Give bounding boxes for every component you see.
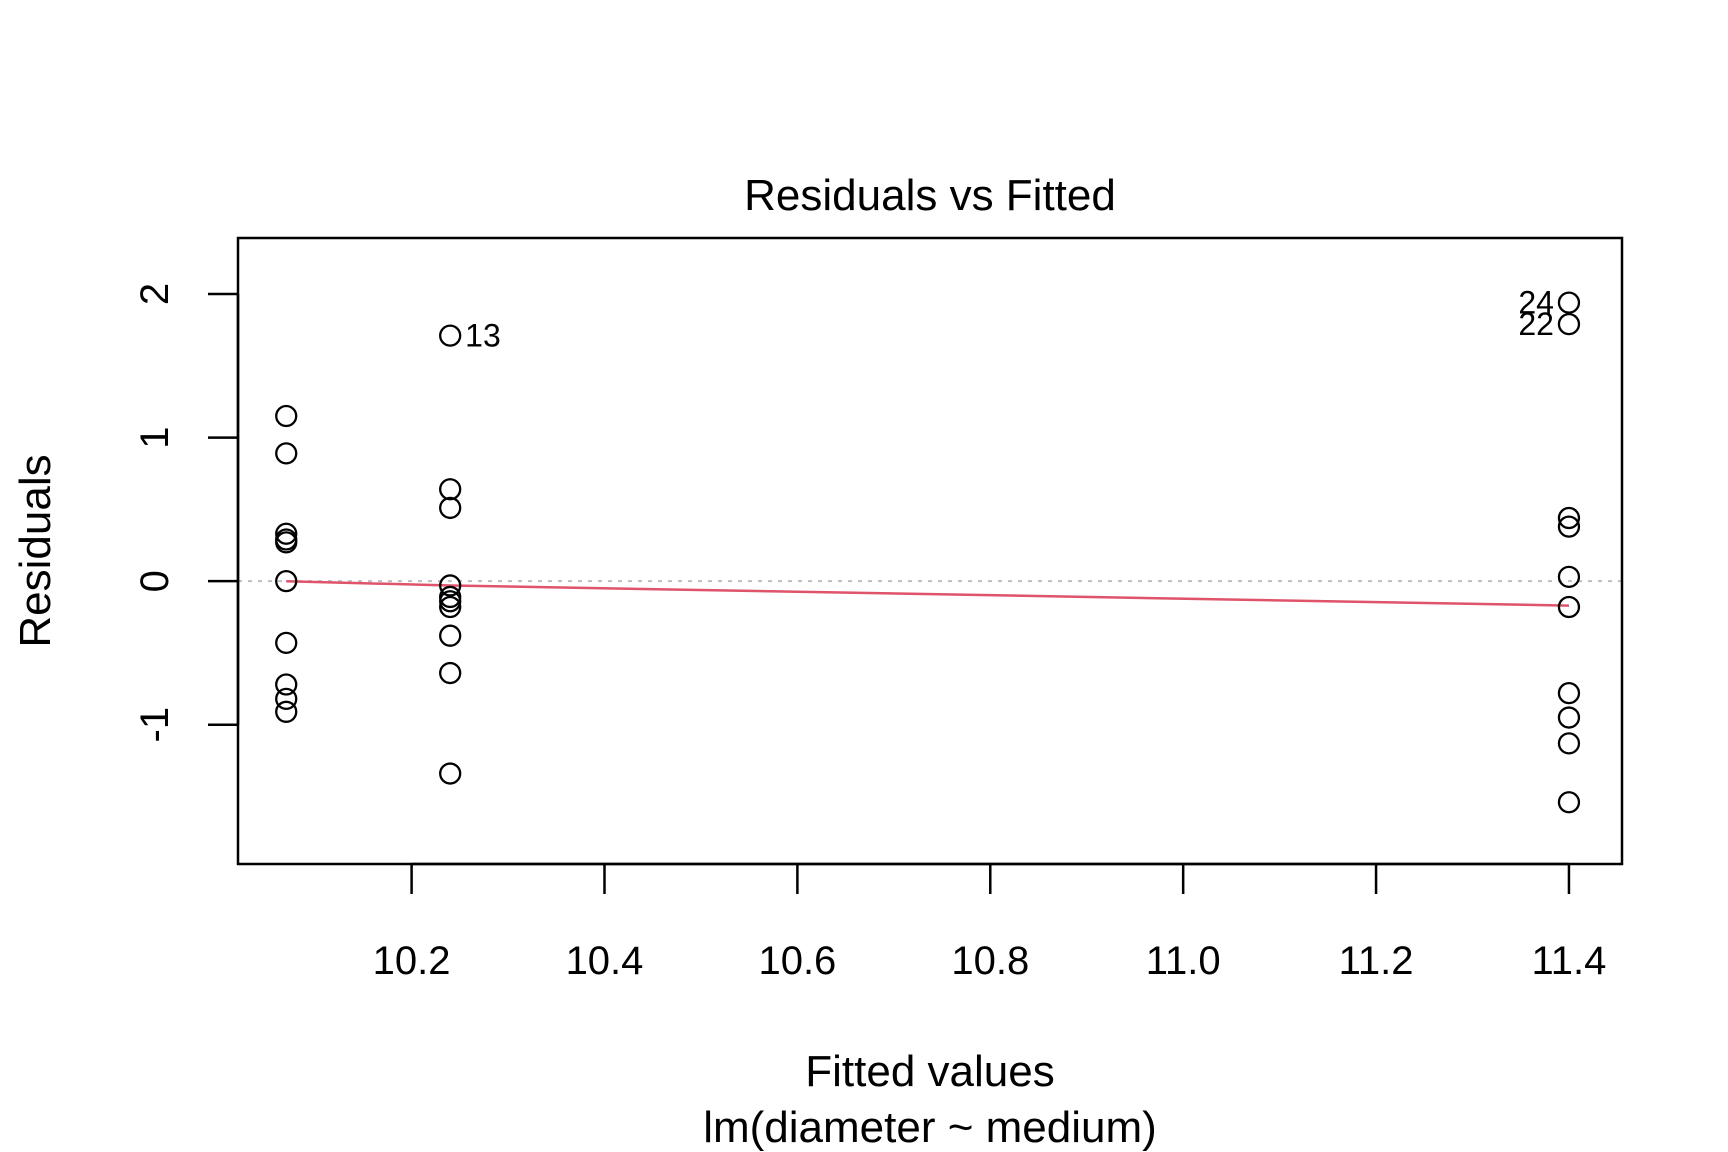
data-point [275, 687, 298, 711]
data-point [1557, 706, 1581, 729]
data-point [1557, 515, 1581, 538]
y-tick-label: 0 [133, 570, 177, 592]
data-point [1557, 791, 1581, 814]
x-tick-label: 10.8 [951, 939, 1029, 983]
data-point [275, 442, 298, 465]
data-point [439, 762, 462, 785]
x-tick-label: 10.6 [758, 939, 836, 983]
data-point [439, 574, 462, 597]
data-point [439, 496, 462, 520]
y-axis-label: Residuals [11, 454, 60, 647]
data-point [439, 478, 462, 501]
x-tick-label: 10.4 [566, 939, 644, 983]
point-label: 22 [1518, 306, 1554, 342]
data-point [275, 570, 298, 593]
data-point [1557, 312, 1581, 336]
data-point [439, 624, 462, 647]
x-tick-label: 11.4 [1532, 939, 1607, 983]
chart-title: Residuals vs Fitted [744, 171, 1116, 220]
point-label: 13 [465, 318, 501, 354]
data-point [1557, 732, 1581, 755]
chart-subtitle: lm(diameter ~ medium) [703, 1103, 1157, 1152]
x-tick-label: 10.2 [373, 939, 451, 983]
data-point [275, 404, 298, 428]
data-point [1557, 595, 1581, 619]
data-point [439, 595, 462, 619]
data-point [275, 700, 298, 723]
y-axis: -1 0 1 2 [133, 283, 240, 743]
x-axis-label: Fitted values [805, 1047, 1054, 1096]
data-point [1557, 565, 1581, 588]
data-point [439, 590, 462, 613]
y-tick-label: 1 [133, 426, 177, 448]
data-point [1557, 291, 1581, 314]
x-axis: 10.2 10.4 10.6 10.8 11.0 11.2 11.4 [373, 862, 1607, 983]
data-point [439, 661, 462, 685]
y-tick-label: 2 [133, 283, 177, 305]
data-point [275, 522, 298, 545]
x-tick-label: 11.2 [1339, 939, 1414, 983]
points-layer [275, 291, 1581, 814]
data-point [439, 324, 462, 347]
data-point [275, 673, 298, 696]
smooth-line-layer [286, 579, 1570, 607]
y-tick-label: -1 [133, 707, 177, 743]
plot-frame [236, 236, 1624, 866]
data-point [275, 531, 298, 554]
data-point [275, 631, 298, 655]
point-label: 24 [1518, 285, 1554, 321]
x-tick-label: 11.0 [1146, 939, 1221, 983]
smooth-line [286, 579, 1570, 607]
data-point [1557, 681, 1581, 705]
data-point [1557, 506, 1581, 530]
